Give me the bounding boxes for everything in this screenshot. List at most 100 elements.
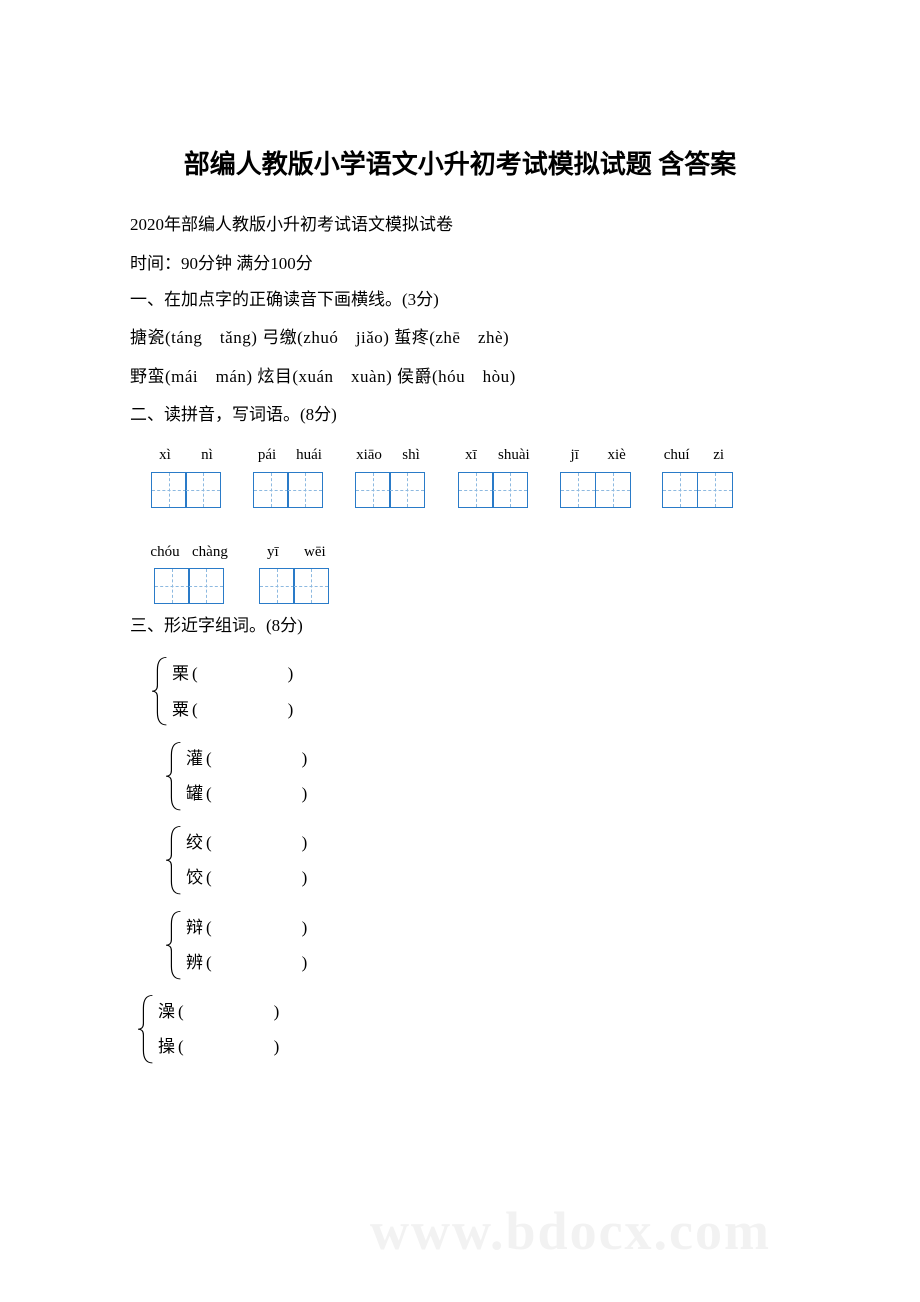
pinyin-label: yīwēi [258,538,330,567]
paren-open: ( [206,780,212,807]
pinyin-boxes-container: xìnì páihuái xiāoshì xīshuài jīxiè chuízi chóu… [150,441,790,604]
bracket-items: 灌()罐() [184,741,307,811]
paren-close: ) [302,745,308,772]
pinyin-label: xìnì [150,441,222,470]
char-label: 粟 [172,696,190,723]
bracket-row: 操() [158,1029,279,1064]
pinyin-syllable: xī [456,441,486,470]
pinyin-box-group: yīwēi [258,538,330,605]
bracket-row: 辩() [186,910,307,945]
pinyin-syllable: yī [258,538,288,567]
pinyin-syllable: chuí [662,441,692,470]
pinyin-syllable: chàng [192,538,228,567]
paren-close: ) [274,1033,280,1060]
pinyin-syllable: nì [192,441,222,470]
char-box [259,568,295,604]
bracket-row: 辨() [186,945,307,980]
char-label: 辨 [186,949,204,976]
pinyin-syllable: shì [396,441,426,470]
pinyin-box-group: xiāoshì [354,441,426,508]
bracket-row: 澡() [158,994,279,1029]
paren-close: ) [288,696,294,723]
pinyin-label: chuízi [662,441,734,470]
paren-close: ) [302,949,308,976]
char-label: 辩 [186,914,204,941]
char-boxes [259,568,330,604]
subtitle: 2020年部编人教版小升初考试语文模拟试卷 [130,209,790,241]
page-title: 部编人教版小学语文小升初考试模拟试题 含答案 [130,140,790,189]
bracket-row: 栗() [172,656,293,691]
pinyin-syllable: jī [560,441,590,470]
paren-open: ( [178,998,184,1025]
pinyin-label: xīshuài [456,441,530,470]
char-boxes [154,568,225,604]
paren-open: ( [206,949,212,976]
char-box [458,472,494,508]
char-box [492,472,528,508]
char-box [151,472,187,508]
watermark: www.bdocx.com [370,1180,771,1283]
bracket-group: 澡()操() [138,994,790,1064]
bracket-row: 粟() [172,692,293,727]
paren-open: ( [206,745,212,772]
section3-header: 三、形近字组词。(8分) [130,610,790,642]
bracket-groups-container: 栗()粟()灌()罐()绞()饺()辩()辨()澡()操() [130,656,790,1064]
bracket-group: 绞()饺() [166,825,790,895]
char-box [188,568,224,604]
pinyin-label: páihuái [252,441,324,470]
pinyin-box-group: xìnì [150,441,222,508]
bracket-items: 栗()粟() [170,656,293,726]
char-label: 灌 [186,745,204,772]
char-label: 绞 [186,829,204,856]
bracket-items: 澡()操() [156,994,279,1064]
paren-open: ( [192,660,198,687]
pinyin-syllable: xiāo [354,441,384,470]
char-label: 澡 [158,998,176,1025]
bracket-group: 栗()粟() [152,656,790,726]
paren-close: ) [302,829,308,856]
char-boxes [458,472,529,508]
paren-close: ) [288,660,294,687]
brace-icon [166,910,184,980]
char-label: 栗 [172,660,190,687]
bracket-group: 辩()辨() [166,910,790,980]
pinyin-label: jīxiè [560,441,632,470]
bracket-row: 饺() [186,860,307,895]
char-label: 饺 [186,864,204,891]
brace-icon [138,994,156,1064]
char-box [355,472,391,508]
char-boxes [662,472,733,508]
bracket-row: 罐() [186,776,307,811]
char-box [253,472,289,508]
char-label: 操 [158,1033,176,1060]
char-box [595,472,631,508]
char-boxes [151,472,222,508]
section1-line1: 搪瓷(táng tǎng) 弓缴(zhuó jiǎo) 蜇疼(zhē zhè) [130,322,790,354]
pinyin-syllable: xì [150,441,180,470]
pinyin-syllable: xiè [602,441,632,470]
bracket-items: 绞()饺() [184,825,307,895]
bracket-row: 灌() [186,741,307,776]
pinyin-syllable: huái [294,441,324,470]
pinyin-label: chóu chàng [150,538,228,567]
time-info: 时间：90分钟 满分100分 [130,248,790,280]
char-box [154,568,190,604]
char-label: 罐 [186,780,204,807]
paren-close: ) [302,914,308,941]
char-boxes [560,472,631,508]
pinyin-syllable: wēi [300,538,330,567]
pinyin-syllable: chóu [150,538,180,567]
pinyin-syllable: shuài [498,441,530,470]
bracket-group: 灌()罐() [166,741,790,811]
char-box [185,472,221,508]
pinyin-label: xiāoshì [354,441,426,470]
bracket-items: 辩()辨() [184,910,307,980]
char-box [697,472,733,508]
pinyin-box-group: chóu chàng [150,538,228,605]
paren-close: ) [302,864,308,891]
char-boxes [355,472,426,508]
pinyin-syllable: pái [252,441,282,470]
brace-icon [166,741,184,811]
paren-open: ( [206,864,212,891]
char-box [293,568,329,604]
